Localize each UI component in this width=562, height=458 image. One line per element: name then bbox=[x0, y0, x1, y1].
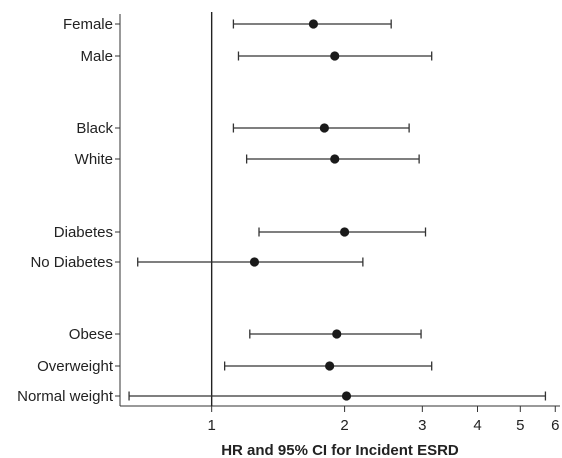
hr-point-overweight bbox=[325, 361, 335, 371]
y-ticks: Female Male Black White Diabetes No Diabetes O… bbox=[17, 16, 120, 405]
x-axis-title: HR and 95% CI for Incident ESRD bbox=[221, 442, 459, 458]
x-tick-label-5: 5 bbox=[516, 417, 524, 434]
x-ticks: 1 2 3 4 5 6 bbox=[207, 406, 559, 434]
hr-point-obese bbox=[332, 329, 342, 339]
hr-point-white bbox=[330, 154, 340, 164]
hr-point-black bbox=[319, 123, 329, 133]
x-tick-label-1: 1 bbox=[207, 417, 215, 434]
x-tick-label-3: 3 bbox=[418, 417, 426, 434]
row-label-diabetes: Diabetes bbox=[54, 224, 113, 241]
estimates bbox=[128, 19, 547, 401]
hr-point-diabetes bbox=[339, 227, 350, 237]
row-label-overweight: Overweight bbox=[37, 358, 114, 375]
x-tick-label-4: 4 bbox=[473, 417, 481, 434]
hr-point-normal-weight bbox=[341, 391, 352, 401]
x-tick-label-2: 2 bbox=[340, 417, 348, 434]
row-label-white: White bbox=[75, 151, 113, 168]
row-label-normal-weight: Normal weight bbox=[17, 388, 114, 405]
hr-point-male bbox=[330, 51, 340, 61]
hr-point-female bbox=[308, 19, 319, 29]
row-label-female: Female bbox=[63, 16, 113, 33]
row-label-no-diabetes: No Diabetes bbox=[30, 254, 113, 271]
row-label-black: Black bbox=[76, 120, 113, 137]
hr-point-no-diabetes bbox=[249, 257, 260, 267]
x-tick-label-6: 6 bbox=[551, 417, 559, 434]
row-label-male: Male bbox=[80, 48, 113, 65]
row-label-obese: Obese bbox=[69, 326, 113, 343]
